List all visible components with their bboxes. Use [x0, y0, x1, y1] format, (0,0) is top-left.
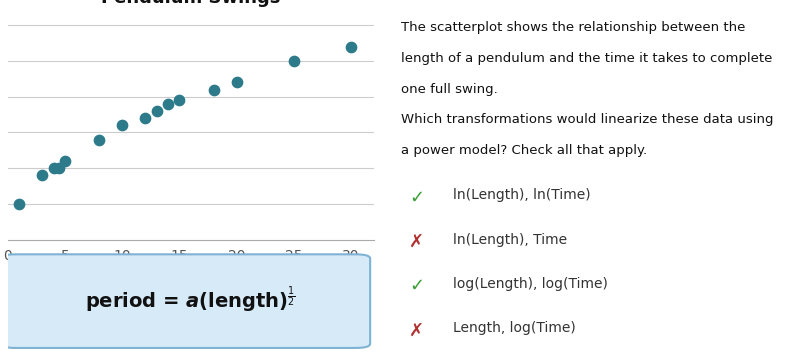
Point — [150, 108, 163, 114]
Text: ✗: ✗ — [409, 321, 424, 339]
Point — [162, 101, 174, 107]
Point — [93, 137, 106, 143]
Point — [36, 172, 49, 178]
Text: log(Length), log(Time): log(Length), log(Time) — [453, 277, 608, 291]
Point — [287, 58, 300, 64]
Point — [173, 97, 186, 103]
Text: ln(Length), ln(Time): ln(Length), ln(Time) — [453, 188, 590, 202]
Point — [47, 165, 60, 171]
Text: ✗: ✗ — [409, 233, 424, 251]
Point — [58, 158, 71, 164]
Point — [13, 201, 26, 207]
Text: ln(Length), Time: ln(Length), Time — [453, 233, 567, 247]
Text: a power model? Check all that apply.: a power model? Check all that apply. — [401, 144, 647, 157]
Text: length of a pendulum and the time it takes to complete: length of a pendulum and the time it tak… — [401, 52, 772, 65]
Point — [345, 44, 358, 50]
Text: ✓: ✓ — [409, 277, 424, 295]
Point — [116, 122, 129, 128]
Point — [53, 165, 66, 171]
Text: period = $\boldsymbol{a}$(length)$^{\frac{1}{2}}$: period = $\boldsymbol{a}$(length)$^{\fra… — [86, 285, 296, 315]
Point — [230, 79, 243, 85]
FancyBboxPatch shape — [1, 254, 370, 348]
Point — [207, 87, 220, 93]
Title: Pendulum Swings: Pendulum Swings — [102, 0, 281, 7]
Text: The scatterplot shows the relationship between the: The scatterplot shows the relationship b… — [401, 21, 746, 34]
Text: one full swing.: one full swing. — [401, 82, 498, 95]
X-axis label: Length (ft): Length (ft) — [150, 266, 231, 281]
Point — [138, 115, 151, 121]
Text: Which transformations would linearize these data using: Which transformations would linearize th… — [401, 113, 774, 126]
Text: ✓: ✓ — [409, 188, 424, 206]
Text: Length, log(Time): Length, log(Time) — [453, 321, 575, 335]
